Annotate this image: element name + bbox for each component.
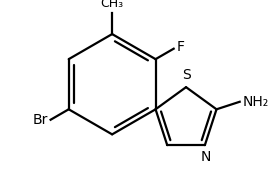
Text: Br: Br [32,113,48,127]
Text: S: S [182,68,191,82]
Text: CH₃: CH₃ [101,0,124,10]
Text: N: N [200,150,211,164]
Text: F: F [176,40,185,54]
Text: NH₂: NH₂ [242,95,269,109]
